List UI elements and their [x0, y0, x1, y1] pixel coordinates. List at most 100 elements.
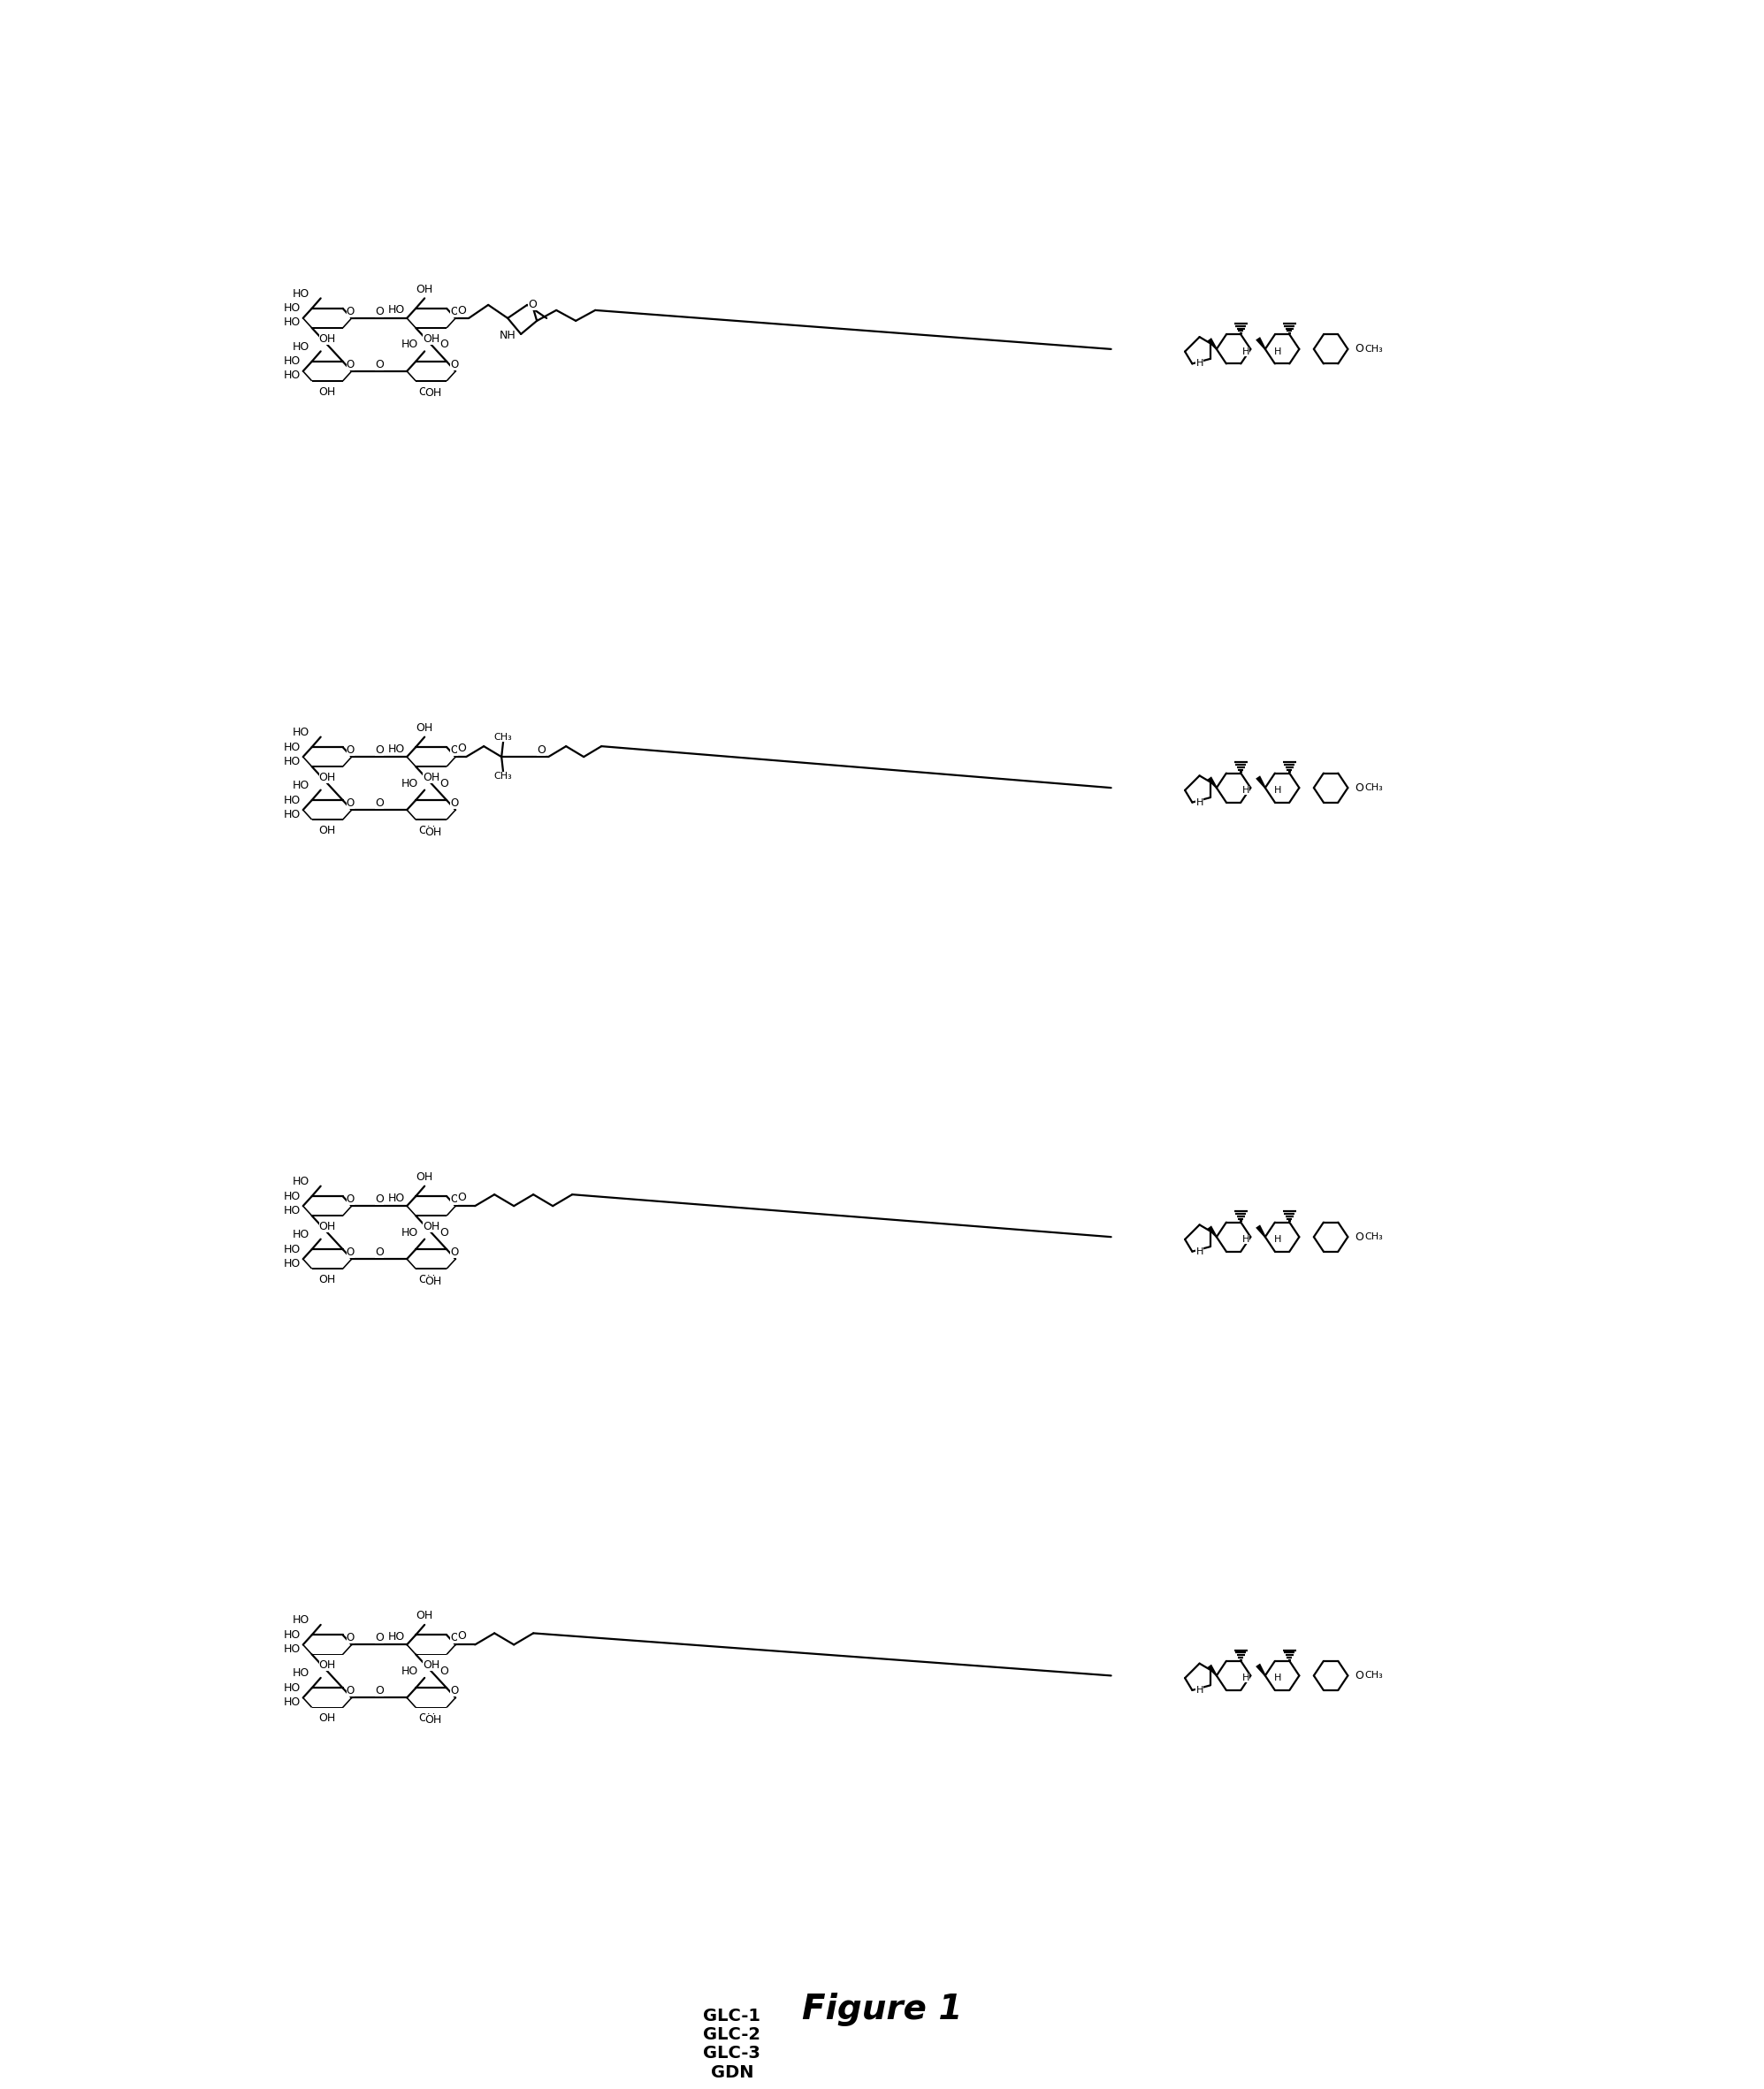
- Polygon shape: [342, 1258, 353, 1270]
- Text: OH: OH: [418, 825, 436, 836]
- Polygon shape: [1256, 775, 1267, 788]
- Polygon shape: [446, 1258, 457, 1270]
- Text: HO: HO: [284, 742, 302, 752]
- Text: GLC-2: GLC-2: [704, 2026, 760, 2043]
- Text: O: O: [346, 359, 355, 370]
- Text: O: O: [457, 1629, 466, 1642]
- Text: HO: HO: [293, 288, 310, 299]
- Text: O: O: [376, 1632, 383, 1644]
- Text: H: H: [1242, 347, 1249, 355]
- Text: H: H: [1196, 1247, 1203, 1255]
- Text: HO: HO: [388, 744, 404, 754]
- Polygon shape: [342, 318, 353, 328]
- Polygon shape: [406, 1644, 416, 1654]
- Text: HO: HO: [284, 1205, 302, 1216]
- Text: O: O: [1355, 1230, 1364, 1243]
- Text: OH: OH: [319, 825, 335, 836]
- Text: GLC-3: GLC-3: [704, 2045, 760, 2062]
- Text: OH: OH: [425, 1715, 443, 1726]
- Text: O: O: [376, 1193, 383, 1205]
- Text: OH: OH: [418, 1274, 436, 1285]
- Text: HO: HO: [293, 727, 310, 737]
- Polygon shape: [302, 1205, 312, 1216]
- Polygon shape: [1256, 336, 1267, 349]
- Polygon shape: [302, 808, 312, 821]
- Text: OH: OH: [319, 386, 335, 397]
- Text: O: O: [439, 338, 448, 351]
- Text: OH: OH: [423, 1659, 439, 1671]
- Text: HO: HO: [400, 777, 418, 790]
- Text: CH₃: CH₃: [1365, 783, 1383, 792]
- Polygon shape: [406, 370, 416, 382]
- Text: NH: NH: [499, 330, 517, 343]
- Text: OH: OH: [319, 771, 335, 783]
- Text: OH: OH: [423, 332, 439, 345]
- Polygon shape: [446, 1696, 457, 1709]
- Polygon shape: [1256, 1224, 1267, 1237]
- Text: GLC-1: GLC-1: [704, 2008, 760, 2024]
- Text: O: O: [450, 1686, 459, 1696]
- Text: O: O: [450, 305, 459, 318]
- Text: O: O: [346, 798, 355, 808]
- Polygon shape: [406, 1258, 416, 1270]
- Text: H: H: [1242, 1235, 1249, 1243]
- Text: O: O: [450, 744, 459, 756]
- Text: OH: OH: [319, 332, 335, 345]
- Polygon shape: [342, 1696, 353, 1709]
- Text: HO: HO: [284, 1629, 302, 1640]
- Text: HO: HO: [400, 338, 418, 351]
- Text: HO: HO: [388, 1632, 404, 1642]
- Polygon shape: [446, 370, 457, 382]
- Text: OH: OH: [425, 827, 443, 838]
- Text: O: O: [450, 1632, 459, 1644]
- Text: H: H: [1274, 1235, 1281, 1243]
- Text: O: O: [457, 742, 466, 754]
- Polygon shape: [1207, 1665, 1217, 1675]
- Text: O: O: [376, 744, 383, 756]
- Text: HO: HO: [284, 1191, 302, 1201]
- Text: HO: HO: [284, 1696, 302, 1709]
- Polygon shape: [302, 318, 312, 328]
- Polygon shape: [446, 808, 457, 821]
- Text: HO: HO: [284, 355, 302, 368]
- Text: O: O: [346, 1193, 355, 1205]
- Text: HO: HO: [388, 305, 404, 315]
- Polygon shape: [342, 1205, 353, 1216]
- Text: OH: OH: [423, 1220, 439, 1233]
- Text: HO: HO: [284, 1258, 302, 1270]
- Text: GDN: GDN: [711, 2064, 753, 2081]
- Text: O: O: [376, 1686, 383, 1696]
- Text: H: H: [1242, 785, 1249, 794]
- Polygon shape: [1207, 1226, 1217, 1237]
- Polygon shape: [406, 1696, 416, 1709]
- Text: CH₃: CH₃: [494, 771, 513, 781]
- Text: HO: HO: [388, 1193, 404, 1203]
- Polygon shape: [302, 370, 312, 382]
- Polygon shape: [342, 808, 353, 821]
- Text: H: H: [1196, 798, 1203, 806]
- Text: OH: OH: [319, 1713, 335, 1723]
- Polygon shape: [342, 1644, 353, 1654]
- Text: O: O: [346, 305, 355, 318]
- Text: O: O: [346, 744, 355, 756]
- Text: O: O: [1355, 781, 1364, 794]
- Text: O: O: [346, 1632, 355, 1644]
- Polygon shape: [302, 1696, 312, 1709]
- Text: O: O: [376, 798, 383, 808]
- Text: OH: OH: [425, 389, 443, 399]
- Text: OH: OH: [416, 723, 434, 733]
- Text: O: O: [439, 1226, 448, 1239]
- Polygon shape: [1207, 777, 1217, 788]
- Text: O: O: [450, 1247, 459, 1258]
- Polygon shape: [406, 756, 416, 767]
- Text: HO: HO: [284, 1644, 302, 1654]
- Text: O: O: [536, 744, 545, 756]
- Text: H: H: [1274, 1673, 1281, 1682]
- Text: O: O: [376, 305, 383, 318]
- Text: HO: HO: [284, 370, 302, 382]
- Text: O: O: [450, 359, 459, 370]
- Text: CH₃: CH₃: [1365, 345, 1383, 353]
- Text: O: O: [376, 359, 383, 370]
- Text: O: O: [1355, 1669, 1364, 1682]
- Polygon shape: [1207, 338, 1217, 349]
